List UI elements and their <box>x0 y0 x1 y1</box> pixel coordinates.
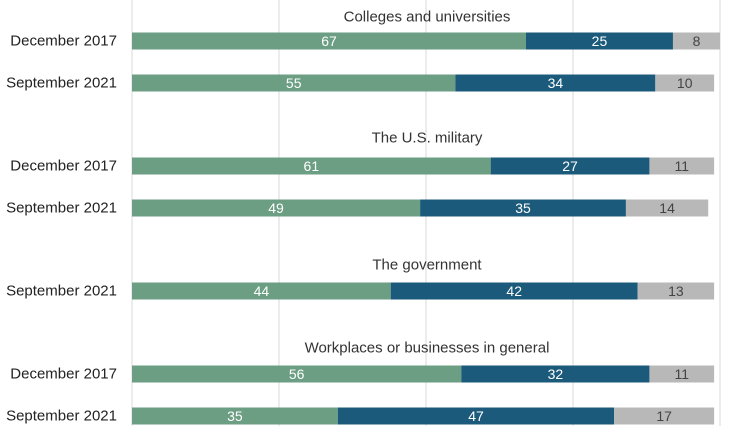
row-label: December 2017 <box>10 33 117 50</box>
row-label: September 2021 <box>6 408 117 425</box>
group-title: Workplaces or businesses in general <box>305 340 550 357</box>
group-title: The government <box>372 257 482 274</box>
bar-value-label: 49 <box>268 200 284 216</box>
bar-segment <box>461 365 650 383</box>
bars <box>132 32 720 425</box>
bar-segment <box>132 365 462 383</box>
bar-segment <box>625 199 709 217</box>
bar-value-label: 35 <box>515 200 531 216</box>
bar-value-label: 13 <box>668 283 684 299</box>
bar-segment <box>132 407 338 425</box>
bar-value-label: 44 <box>254 283 270 299</box>
bar-segment <box>655 74 715 92</box>
bar-value-label: 32 <box>548 366 564 382</box>
bar-segment <box>614 407 715 425</box>
row-label: September 2021 <box>6 75 117 92</box>
row-label: December 2017 <box>10 158 117 175</box>
bar-segment <box>525 32 673 50</box>
bar-value-label: 10 <box>677 75 693 91</box>
bar-value-label: 42 <box>506 283 522 299</box>
bar-segment <box>637 282 715 300</box>
bar-value-label: 11 <box>675 366 690 382</box>
bar-segment <box>420 199 626 217</box>
bar-value-label: 67 <box>321 33 337 49</box>
group-title: Colleges and universities <box>344 9 511 26</box>
bar-segment <box>132 157 491 175</box>
bar-value-label: 27 <box>562 158 578 174</box>
bar-value-label: 47 <box>468 408 484 424</box>
row-label: December 2017 <box>10 366 117 383</box>
bar-value-label: 55 <box>286 75 302 91</box>
labels: Colleges and universities December 2017 67… <box>6 9 701 425</box>
bar-segment <box>132 32 526 50</box>
bar-value-label: 25 <box>592 33 608 49</box>
bar-value-label: 11 <box>675 158 690 174</box>
bar-value-label: 35 <box>227 408 243 424</box>
bar-value-label: 61 <box>304 158 320 174</box>
bar-value-label: 17 <box>656 408 672 424</box>
bar-segment <box>390 282 638 300</box>
bar-segment <box>490 157 650 175</box>
row-label: September 2021 <box>6 283 117 300</box>
bar-segment <box>455 74 656 92</box>
bar-segment <box>132 74 456 92</box>
bar-value-label: 34 <box>548 75 564 91</box>
bar-value-label: 14 <box>659 200 675 216</box>
bar-segment <box>672 32 720 50</box>
row-label: September 2021 <box>6 200 117 217</box>
bar-value-label: 8 <box>693 33 701 49</box>
bar-segment <box>132 199 421 217</box>
group-title: The U.S. military <box>372 130 483 147</box>
bar-segment <box>337 407 615 425</box>
bar-segment <box>649 157 715 175</box>
bar-segment <box>649 365 715 383</box>
bar-value-label: 56 <box>289 366 305 382</box>
bar-segment <box>132 282 391 300</box>
